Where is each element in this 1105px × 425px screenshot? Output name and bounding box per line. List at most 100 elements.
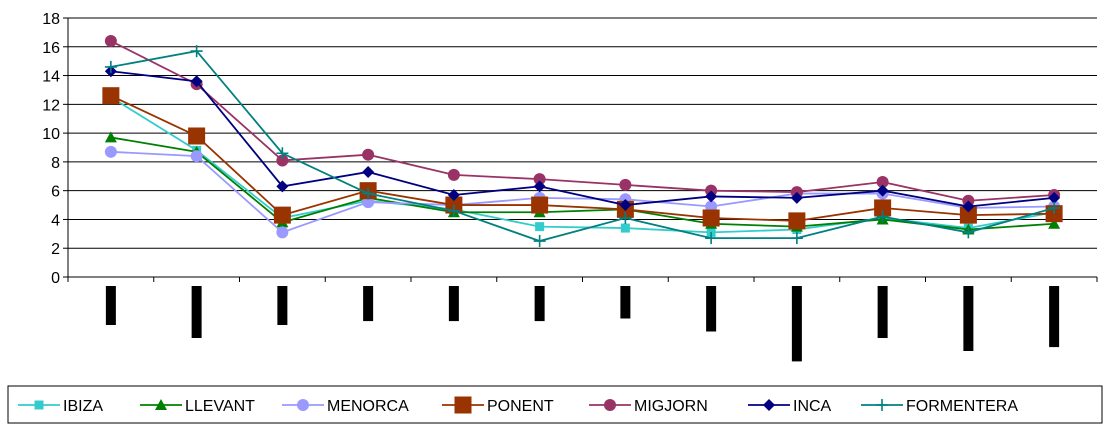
y-tick-label: 6 bbox=[51, 184, 60, 201]
data-point-marker bbox=[619, 178, 632, 191]
legend-item-llevant: LLEVANT bbox=[140, 398, 255, 415]
data-point-marker bbox=[619, 212, 632, 225]
data-point-marker bbox=[531, 196, 549, 214]
data-point-marker bbox=[276, 226, 289, 239]
data-point-marker bbox=[1048, 191, 1061, 204]
data-point-marker bbox=[790, 232, 803, 245]
legend-item-migjorn: MIGJORN bbox=[589, 398, 708, 415]
data-point-marker bbox=[104, 60, 117, 73]
data-point-marker bbox=[533, 235, 546, 248]
y-tick-label: 18 bbox=[42, 11, 60, 28]
data-point-marker bbox=[190, 150, 203, 163]
data-point-marker bbox=[104, 35, 117, 48]
series-line bbox=[110, 94, 1055, 222]
legend-label: LLEVANT bbox=[185, 398, 255, 415]
legend-box bbox=[7, 385, 1103, 424]
data-point-marker bbox=[102, 87, 120, 105]
y-tick-label: 10 bbox=[42, 126, 60, 143]
data-point-marker bbox=[876, 176, 889, 189]
legend-label: MENORCA bbox=[327, 398, 409, 415]
legend: IBIZA LLEVANT MENORCA PONENT MIGJORN INCA FORM… bbox=[7, 385, 1103, 424]
data-point-marker bbox=[705, 190, 718, 203]
y-tick-label: 14 bbox=[42, 69, 60, 86]
series-line bbox=[110, 50, 1055, 242]
data-point-marker bbox=[1048, 201, 1061, 214]
x-category-label-bar bbox=[277, 286, 288, 325]
legend-item-ponent: PONENT bbox=[442, 396, 554, 415]
data-point-marker bbox=[34, 400, 44, 410]
x-category-label-bar bbox=[1049, 286, 1060, 348]
axes: 0 2 4 6 8 10 12 14 16 18 bbox=[42, 11, 1098, 287]
x-category-label-bar bbox=[448, 286, 459, 322]
x-category-label-bar bbox=[105, 286, 116, 325]
x-category-label-bar bbox=[791, 286, 802, 362]
x-category-label-bar bbox=[963, 286, 974, 351]
data-point-marker bbox=[362, 165, 375, 178]
legend-item-formentera: FORMENTERA bbox=[861, 398, 1018, 415]
series-lines bbox=[102, 35, 1063, 248]
data-point-marker bbox=[533, 180, 546, 193]
data-point-marker bbox=[876, 210, 889, 223]
data-point-marker bbox=[788, 212, 806, 230]
x-category-label-bar bbox=[706, 286, 717, 332]
data-point-marker bbox=[1048, 217, 1061, 229]
data-point-marker bbox=[447, 204, 460, 217]
data-point-marker bbox=[188, 127, 206, 145]
data-point-marker bbox=[876, 399, 888, 411]
data-point-marker bbox=[362, 187, 375, 200]
y-tick-label: 2 bbox=[51, 241, 60, 258]
legend-label: PONENT bbox=[487, 398, 554, 415]
data-point-marker bbox=[362, 148, 375, 161]
y-tick-label: 12 bbox=[42, 97, 60, 114]
data-point-marker bbox=[104, 131, 117, 143]
legend-label: MIGJORN bbox=[634, 398, 708, 415]
data-point-marker bbox=[874, 199, 892, 217]
data-point-marker bbox=[705, 232, 718, 245]
data-point-marker bbox=[447, 168, 460, 181]
y-tick-label: 4 bbox=[51, 212, 60, 229]
data-point-marker bbox=[604, 399, 616, 411]
x-category-label-bar bbox=[534, 286, 545, 322]
data-point-marker bbox=[276, 154, 289, 167]
data-point-marker bbox=[959, 206, 977, 224]
x-category-label-bar bbox=[191, 286, 202, 338]
legend-label: INCA bbox=[793, 398, 832, 415]
data-point-marker bbox=[362, 196, 375, 209]
y-tick-label: 16 bbox=[42, 40, 60, 57]
data-point-marker bbox=[533, 173, 546, 186]
legend-label: FORMENTERA bbox=[906, 398, 1018, 415]
series-inca bbox=[104, 65, 1061, 213]
x-category-label-bar bbox=[877, 286, 888, 338]
data-point-marker bbox=[962, 226, 975, 239]
series-formentera bbox=[104, 45, 1061, 248]
data-point-marker bbox=[276, 147, 289, 160]
series-line bbox=[110, 150, 1055, 234]
series-migjorn bbox=[104, 35, 1061, 207]
data-point-marker bbox=[276, 180, 289, 193]
legend-item-ibiza: IBIZA bbox=[18, 398, 103, 415]
data-point-marker bbox=[962, 200, 975, 213]
series-line bbox=[110, 136, 1055, 231]
x-category-label-bar bbox=[620, 286, 631, 319]
data-point-marker bbox=[273, 206, 291, 224]
series-ponent bbox=[102, 87, 1063, 230]
data-point-marker bbox=[447, 188, 460, 201]
data-point-marker bbox=[705, 200, 718, 213]
series-line bbox=[110, 70, 1055, 208]
x-category-label-bar bbox=[363, 286, 374, 322]
data-point-marker bbox=[702, 209, 720, 227]
legend-item-menorca: MENORCA bbox=[282, 398, 409, 415]
data-point-marker bbox=[619, 199, 632, 212]
data-point-marker bbox=[297, 399, 309, 411]
series-line bbox=[110, 40, 1055, 202]
data-point-marker bbox=[535, 222, 545, 232]
legend-item-inca: INCA bbox=[748, 398, 832, 415]
legend-label: IBIZA bbox=[63, 398, 103, 415]
y-tick-label: 8 bbox=[51, 155, 60, 172]
data-point-marker bbox=[454, 396, 472, 414]
data-point-marker bbox=[104, 145, 117, 158]
data-point-marker bbox=[190, 45, 203, 58]
y-tick-label: 0 bbox=[51, 270, 60, 287]
data-point-marker bbox=[190, 75, 203, 88]
